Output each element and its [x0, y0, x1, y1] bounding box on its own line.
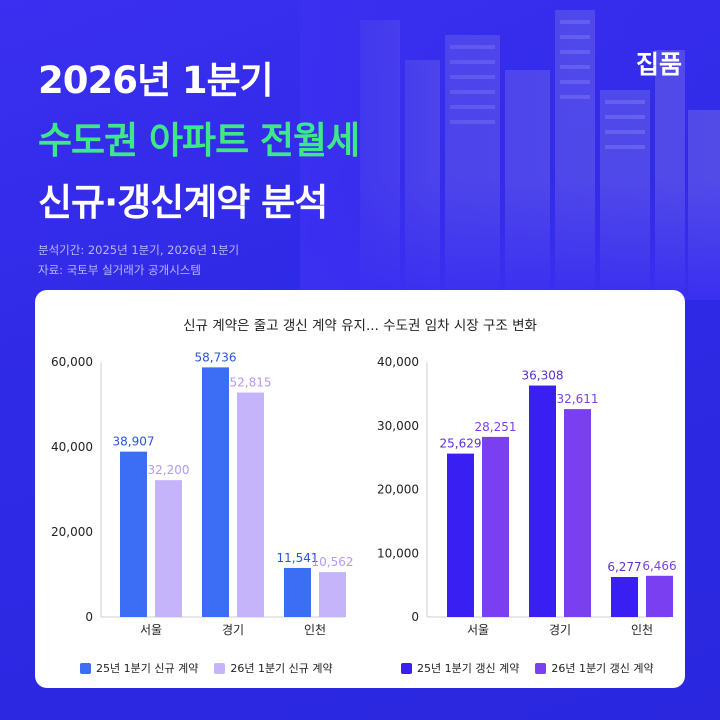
- y-tick-label: 60,000: [51, 355, 93, 369]
- data-label: 11,541: [277, 551, 319, 565]
- legend-renewal-contracts: 25년 1분기 갱신 계약 26년 1분기 갱신 계약: [401, 660, 664, 676]
- data-label: 25,629: [440, 437, 482, 451]
- data-label: 32,611: [557, 392, 599, 406]
- y-tick-label: 0: [411, 610, 419, 624]
- data-label: 28,251: [475, 420, 517, 434]
- legend-swatch: [401, 662, 412, 674]
- chart-card: 신규 계약은 줄고 갱신 계약 유지... 수도권 임차 시장 구조 변화 0 2…: [35, 290, 685, 688]
- bar: [529, 385, 556, 617]
- data-label: 32,200: [148, 463, 190, 477]
- x-tick-label: 서울: [467, 623, 489, 637]
- y-tick-label: 40,000: [377, 355, 419, 369]
- data-label: 6,277: [607, 560, 641, 574]
- legend-item: 26년 1분기 신규 계약: [214, 660, 333, 676]
- legend-label: 25년 1분기 신규 계약: [96, 662, 199, 675]
- bar: [447, 453, 474, 617]
- data-label: 36,308: [522, 369, 564, 383]
- bar: [120, 451, 147, 617]
- charts-svg: 0 20,000 40,000 60,000 38,907 32,200 서울 58,736 5…: [51, 350, 677, 637]
- y-tick-label: 40,000: [51, 440, 93, 454]
- data-label: 38,907: [113, 435, 155, 449]
- x-tick-label: 인천: [631, 622, 653, 637]
- data-label: 52,815: [230, 376, 272, 390]
- data-label: 58,736: [195, 350, 237, 364]
- legend-new-contracts: 25년 1분기 신규 계약 26년 1분기 신규 계약: [80, 660, 343, 676]
- analysis-period: 분석기간: 2025년 1분기, 2026년 1분기: [38, 243, 240, 257]
- x-tick-label: 서울: [140, 623, 162, 637]
- legend-label: 26년 1분기 신규 계약: [230, 662, 333, 675]
- data-label: 10,562: [312, 555, 354, 569]
- bar: [564, 409, 591, 617]
- bar: [611, 576, 638, 617]
- data-label: 6,466: [642, 559, 676, 573]
- headline-line-3: 신규·갱신계약 분석: [38, 181, 328, 224]
- legend-swatch: [535, 662, 547, 674]
- chart-card-title: 신규 계약은 줄고 갱신 계약 유지... 수도권 임차 시장 구조 변화: [183, 318, 537, 334]
- brand-logo: 집품: [635, 50, 682, 79]
- headline-line-2: 수도권 아파트 전월세: [38, 119, 360, 162]
- y-tick-label: 10,000: [377, 546, 419, 560]
- headline-line-1: 2026년 1분기: [38, 59, 274, 102]
- legend-label: 25년 1분기 갱신 계약: [417, 662, 520, 675]
- bar: [482, 436, 509, 617]
- bar: [237, 392, 264, 617]
- bar: [155, 480, 182, 617]
- y-tick-label: 0: [85, 610, 93, 624]
- legend-label: 26년 1분기 갱신 계약: [551, 662, 654, 675]
- x-tick-label: 경기: [222, 623, 244, 637]
- legend-swatch: [214, 662, 226, 674]
- bar: [202, 367, 229, 617]
- legend-swatch: [80, 662, 91, 674]
- x-tick-label: 경기: [549, 623, 571, 637]
- legend-item: 25년 1분기 신규 계약: [80, 660, 198, 676]
- y-tick-label: 20,000: [51, 525, 93, 539]
- legend-item: 25년 1분기 갱신 계약: [401, 660, 519, 676]
- y-tick-label: 20,000: [377, 483, 419, 497]
- x-tick-label: 인천: [304, 622, 326, 637]
- legend-item: 26년 1분기 갱신 계약: [535, 660, 654, 676]
- data-source: 자료: 국토부 실거래가 공개시스템: [38, 263, 201, 277]
- bar: [646, 575, 673, 617]
- y-tick-label: 30,000: [377, 419, 419, 433]
- bar: [319, 572, 346, 617]
- city-skyline-image: [300, 0, 720, 300]
- bar: [284, 567, 311, 617]
